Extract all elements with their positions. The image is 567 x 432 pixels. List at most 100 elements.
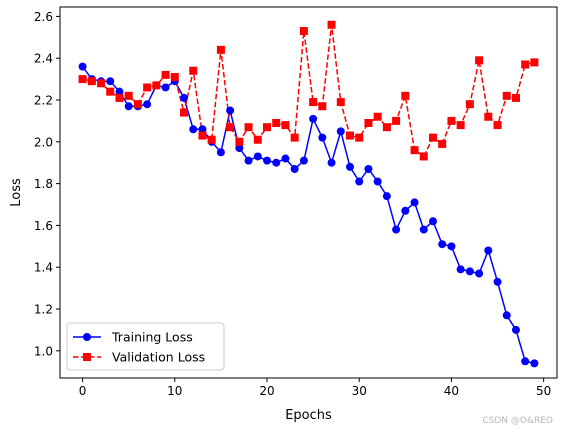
validation-loss-point — [170, 73, 179, 82]
validation-loss-point — [318, 102, 327, 111]
validation-loss-point — [281, 121, 290, 130]
legend-label-training: Training Loss — [111, 330, 193, 345]
training-loss-point — [447, 242, 456, 251]
training-loss-point — [189, 125, 198, 134]
training-loss-point — [244, 156, 253, 165]
validation-loss-point — [272, 119, 281, 128]
training-loss-point — [401, 206, 410, 215]
y-tick-label: 2.0 — [34, 135, 53, 149]
validation-loss-point — [447, 116, 456, 125]
training-loss-point — [161, 83, 170, 92]
validation-loss-point — [290, 133, 299, 142]
training-loss-point — [493, 277, 502, 286]
y-tick-label: 1.6 — [34, 219, 53, 233]
validation-loss-point — [355, 133, 364, 142]
validation-loss-point — [465, 100, 474, 109]
training-loss-point — [484, 246, 493, 255]
validation-loss-point — [364, 119, 373, 128]
training-loss-point — [290, 164, 299, 173]
training-loss-point — [106, 77, 115, 86]
training-loss-point — [521, 357, 530, 366]
legend-box — [66, 322, 225, 371]
validation-loss-point — [244, 123, 253, 132]
training-loss-point — [364, 164, 373, 173]
validation-loss-point — [161, 70, 170, 79]
training-loss-point — [355, 177, 364, 186]
validation-loss-point — [419, 152, 428, 161]
training-loss-point — [143, 100, 152, 109]
x-tick-label: 40 — [444, 384, 459, 398]
training-loss-point — [78, 62, 87, 71]
training-loss-point — [235, 144, 244, 153]
y-tick-label: 2.6 — [34, 10, 53, 24]
y-tick-label: 2.2 — [34, 94, 53, 108]
x-axis-ticks: 0 10 20 30 40 50 — [79, 378, 551, 398]
training-loss-point — [511, 325, 520, 334]
y-tick-label: 1.4 — [34, 261, 53, 275]
x-tick-label: 20 — [259, 384, 274, 398]
validation-loss-point — [382, 123, 391, 132]
training-loss-point — [465, 267, 474, 276]
x-tick-label: 30 — [352, 384, 367, 398]
legend-label-validation: Validation Loss — [112, 350, 205, 365]
validation-loss-point — [115, 93, 124, 102]
training-loss-point — [226, 106, 235, 115]
validation-loss-point — [401, 91, 410, 100]
validation-loss-point — [484, 112, 493, 121]
training-loss-point — [382, 192, 391, 201]
validation-loss-point — [133, 100, 142, 109]
validation-loss-point — [438, 139, 447, 148]
validation-loss-point — [253, 135, 262, 144]
validation-loss-point — [235, 137, 244, 146]
training-loss-point — [502, 311, 511, 320]
training-loss-point — [263, 156, 272, 165]
validation-loss-point — [309, 98, 318, 107]
legend-marker-validation — [83, 353, 91, 361]
y-axis-label: Loss — [9, 178, 24, 207]
training-loss-point — [318, 133, 327, 142]
validation-loss-point — [124, 91, 133, 100]
validation-loss-point — [392, 116, 401, 125]
training-loss-point — [345, 162, 354, 171]
training-loss-point — [309, 114, 318, 123]
validation-loss-point — [475, 56, 484, 65]
validation-loss-point — [502, 91, 511, 100]
legend-marker-training — [83, 333, 91, 341]
validation-loss-point — [263, 123, 272, 132]
validation-loss-point — [521, 60, 530, 69]
validation-loss-point — [143, 83, 152, 92]
training-loss-point — [438, 240, 447, 249]
training-loss-point — [272, 158, 281, 167]
validation-loss-point — [530, 58, 539, 67]
training-loss-point — [299, 156, 308, 165]
training-loss-point — [336, 127, 345, 136]
validation-loss-point — [216, 45, 225, 54]
training-loss-point — [410, 198, 419, 207]
x-tick-label: 50 — [536, 384, 551, 398]
validation-loss-point — [198, 131, 207, 140]
validation-loss-point — [456, 121, 465, 130]
validation-loss-point — [180, 108, 189, 117]
training-loss-point — [253, 152, 262, 161]
training-loss-point — [475, 269, 484, 278]
training-loss-point — [115, 87, 124, 96]
plot-frame — [59, 6, 558, 379]
validation-loss-point — [78, 75, 87, 84]
validation-loss-point — [299, 27, 308, 36]
validation-loss-point — [345, 131, 354, 140]
training-loss-point — [392, 225, 401, 234]
training-loss-point — [419, 225, 428, 234]
validation-loss-point — [152, 81, 161, 90]
training-loss-point — [428, 217, 437, 226]
x-axis-label: Epochs — [285, 408, 332, 423]
training-loss-point — [281, 154, 290, 163]
validation-loss-point — [373, 112, 382, 121]
validation-loss-point — [97, 79, 106, 88]
y-tick-label: 1.2 — [34, 303, 53, 317]
validation-loss-point — [336, 98, 345, 107]
y-tick-label: 1.0 — [34, 344, 53, 358]
training-loss-point — [530, 359, 539, 368]
validation-loss-point — [410, 146, 419, 155]
validation-loss-point — [87, 77, 96, 86]
